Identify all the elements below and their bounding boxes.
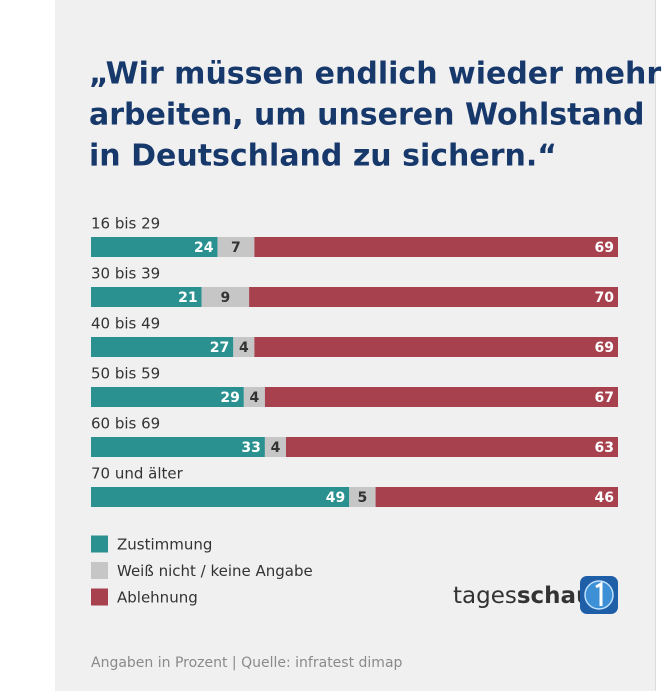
- value-label: 33: [241, 440, 260, 456]
- bar-segment: [243, 387, 265, 407]
- bar-segment: [91, 237, 218, 257]
- bar-segment: [217, 237, 255, 257]
- bar-segment: [91, 387, 244, 407]
- value-label: 70: [595, 290, 615, 306]
- value-label: 67: [595, 390, 614, 406]
- title: „Wir müssen endlich wieder mehr arbeiten,…: [89, 57, 661, 174]
- title-line: „Wir müssen endlich wieder mehr: [89, 57, 661, 92]
- value-label: 5: [358, 490, 368, 506]
- title-line: in Deutschland zu sichern.“: [89, 139, 557, 174]
- value-label: 4: [239, 340, 249, 356]
- value-label: 9: [221, 290, 231, 306]
- legend-label: Ablehnung: [117, 589, 198, 607]
- row-label: 50 bis 59: [91, 365, 160, 383]
- value-label: 24: [194, 240, 214, 256]
- bar-segment: [375, 487, 618, 507]
- source-note: Angaben in Prozent | Quelle: infratest d…: [91, 655, 403, 671]
- brand-icon: [580, 576, 618, 614]
- value-label: 69: [595, 340, 614, 356]
- bar-segment: [91, 337, 234, 357]
- value-label: 7: [231, 240, 241, 256]
- row-label: 40 bis 49: [91, 315, 160, 333]
- legend-swatch: [91, 588, 108, 606]
- legend-swatch: [91, 535, 108, 553]
- value-label: 27: [210, 340, 229, 356]
- row-label: 30 bis 39: [91, 265, 160, 283]
- row-label: 16 bis 29: [91, 215, 160, 233]
- value-label: 49: [326, 490, 345, 506]
- brand-part: schau: [517, 583, 593, 609]
- bar-segment: [264, 387, 618, 407]
- row-label: 60 bis 69: [91, 415, 160, 433]
- brand-logo: tagesschau: [453, 583, 592, 609]
- bar-segment: [264, 437, 286, 457]
- value-label: 29: [220, 390, 239, 406]
- value-label: 69: [595, 240, 614, 256]
- bar-segment: [233, 337, 255, 357]
- bar-segment: [254, 337, 618, 357]
- bar-segment: [91, 487, 350, 507]
- bar-segment: [91, 437, 265, 457]
- bar-segment: [91, 287, 202, 307]
- value-label: 4: [271, 440, 281, 456]
- legend-swatch: [91, 562, 108, 579]
- brand-part: tages: [453, 583, 517, 609]
- value-label: 21: [178, 290, 197, 306]
- row-label: 70 und älter: [91, 465, 184, 483]
- bar-segment: [201, 287, 250, 307]
- title-line: arbeiten, um unseren Wohlstand: [89, 98, 645, 133]
- legend-label: Weiß nicht / keine Angabe: [117, 562, 313, 580]
- bar-segment: [349, 487, 376, 507]
- bar-segment: [254, 237, 618, 257]
- value-label: 4: [249, 390, 259, 406]
- bar-segment: [249, 287, 618, 307]
- legend-label: Zustimmung: [117, 536, 212, 554]
- bar-segment: [285, 437, 618, 457]
- value-label: 63: [595, 440, 614, 456]
- value-label: 46: [595, 490, 614, 506]
